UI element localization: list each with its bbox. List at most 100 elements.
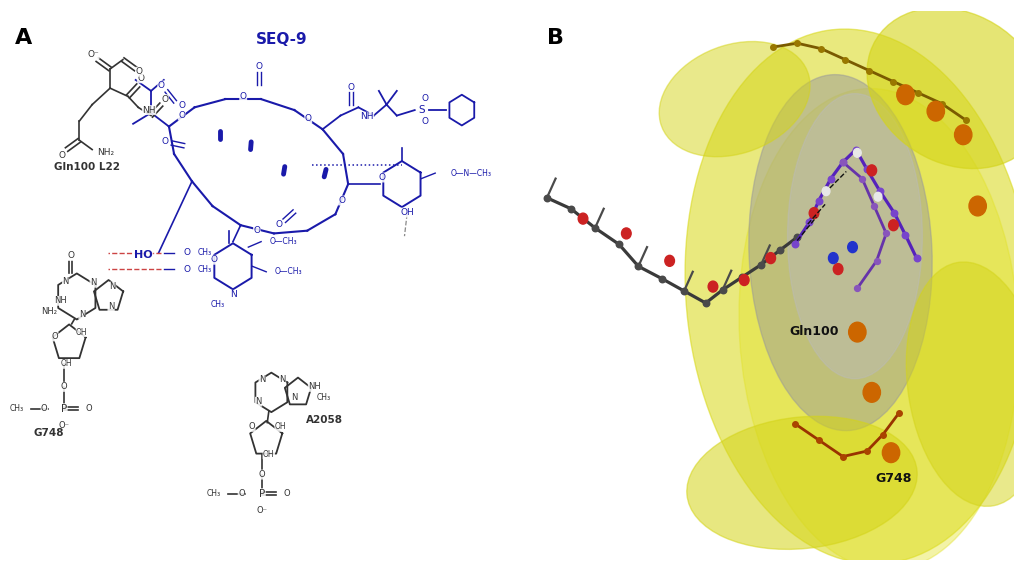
Text: OH: OH xyxy=(60,359,73,368)
Text: O—N—CH₃: O—N—CH₃ xyxy=(451,168,492,178)
Text: B: B xyxy=(547,28,564,48)
Text: O: O xyxy=(379,173,386,182)
Point xyxy=(587,223,603,232)
Text: NH: NH xyxy=(360,112,374,121)
Point xyxy=(676,287,692,296)
Point xyxy=(788,233,805,242)
Text: CH₃: CH₃ xyxy=(198,264,212,274)
Text: O: O xyxy=(339,196,345,205)
Text: O: O xyxy=(68,251,74,260)
Text: O: O xyxy=(51,332,58,341)
Point xyxy=(611,240,628,249)
Ellipse shape xyxy=(787,94,923,379)
Circle shape xyxy=(848,242,857,252)
Circle shape xyxy=(849,322,866,342)
Point xyxy=(715,286,731,295)
Text: P: P xyxy=(60,404,68,414)
Text: O: O xyxy=(41,404,47,413)
Point xyxy=(811,196,827,205)
Text: CH₃: CH₃ xyxy=(211,300,224,309)
Point xyxy=(866,202,883,211)
Circle shape xyxy=(867,165,877,176)
Point xyxy=(897,231,913,240)
Text: S: S xyxy=(419,105,425,115)
Point xyxy=(654,274,671,283)
Text: P: P xyxy=(259,489,265,499)
Point xyxy=(868,256,885,266)
Text: O: O xyxy=(347,83,354,91)
Text: O: O xyxy=(422,94,428,103)
Point xyxy=(874,430,891,439)
Point xyxy=(861,66,878,75)
Text: O: O xyxy=(178,101,185,110)
Point xyxy=(871,187,888,196)
Text: NH₂: NH₂ xyxy=(97,148,115,158)
Circle shape xyxy=(874,192,882,201)
Point xyxy=(934,99,950,108)
Circle shape xyxy=(739,275,750,286)
Text: O: O xyxy=(255,62,262,71)
Point xyxy=(630,262,646,271)
Point xyxy=(788,39,805,48)
Text: O: O xyxy=(254,226,260,235)
Point xyxy=(878,229,894,238)
Text: O: O xyxy=(137,74,144,83)
Text: N: N xyxy=(110,282,116,291)
Text: O: O xyxy=(239,489,245,498)
Point xyxy=(563,204,580,214)
Point xyxy=(733,273,750,282)
Point xyxy=(849,284,865,293)
Point xyxy=(854,174,870,183)
Circle shape xyxy=(889,220,898,231)
Point xyxy=(957,115,974,124)
Point xyxy=(786,419,803,428)
Text: O⁻: O⁻ xyxy=(257,506,267,514)
Point xyxy=(697,299,714,308)
Text: N: N xyxy=(108,302,115,311)
Text: O: O xyxy=(210,255,217,264)
Circle shape xyxy=(622,228,631,239)
Text: N: N xyxy=(259,375,265,384)
Text: O: O xyxy=(422,116,428,126)
Text: CH₃: CH₃ xyxy=(198,248,212,257)
Point xyxy=(859,164,876,174)
Point xyxy=(891,408,907,417)
Point xyxy=(835,452,851,461)
Text: NH₂: NH₂ xyxy=(41,307,56,316)
Text: O: O xyxy=(305,114,311,123)
Circle shape xyxy=(809,208,819,219)
Text: Gln100: Gln100 xyxy=(790,325,839,338)
Point xyxy=(859,447,876,456)
Ellipse shape xyxy=(687,416,918,549)
Point xyxy=(909,88,926,97)
Point xyxy=(822,174,839,183)
Text: O: O xyxy=(85,404,92,413)
Point xyxy=(886,208,902,218)
Text: O: O xyxy=(162,138,169,146)
Circle shape xyxy=(766,252,775,264)
Text: Gln100 L22: Gln100 L22 xyxy=(54,162,120,172)
Circle shape xyxy=(969,196,986,216)
Text: O: O xyxy=(284,489,290,498)
Point xyxy=(813,44,829,53)
Text: NH: NH xyxy=(142,106,156,115)
Text: O: O xyxy=(60,383,68,391)
Text: G748: G748 xyxy=(34,428,63,439)
Point xyxy=(838,55,854,64)
Text: O⁻: O⁻ xyxy=(58,421,70,430)
Text: O: O xyxy=(136,67,142,76)
Point xyxy=(835,158,851,167)
Text: OH: OH xyxy=(76,328,88,336)
Text: O: O xyxy=(240,92,247,101)
Point xyxy=(539,193,555,202)
Text: NH: NH xyxy=(54,296,67,305)
Text: N: N xyxy=(230,290,238,299)
Circle shape xyxy=(863,383,881,402)
Ellipse shape xyxy=(906,262,1024,506)
Text: N: N xyxy=(90,278,96,287)
Point xyxy=(908,254,925,263)
Point xyxy=(848,145,864,154)
Text: CH₃: CH₃ xyxy=(316,393,331,403)
Circle shape xyxy=(954,125,972,144)
Point xyxy=(765,42,781,51)
